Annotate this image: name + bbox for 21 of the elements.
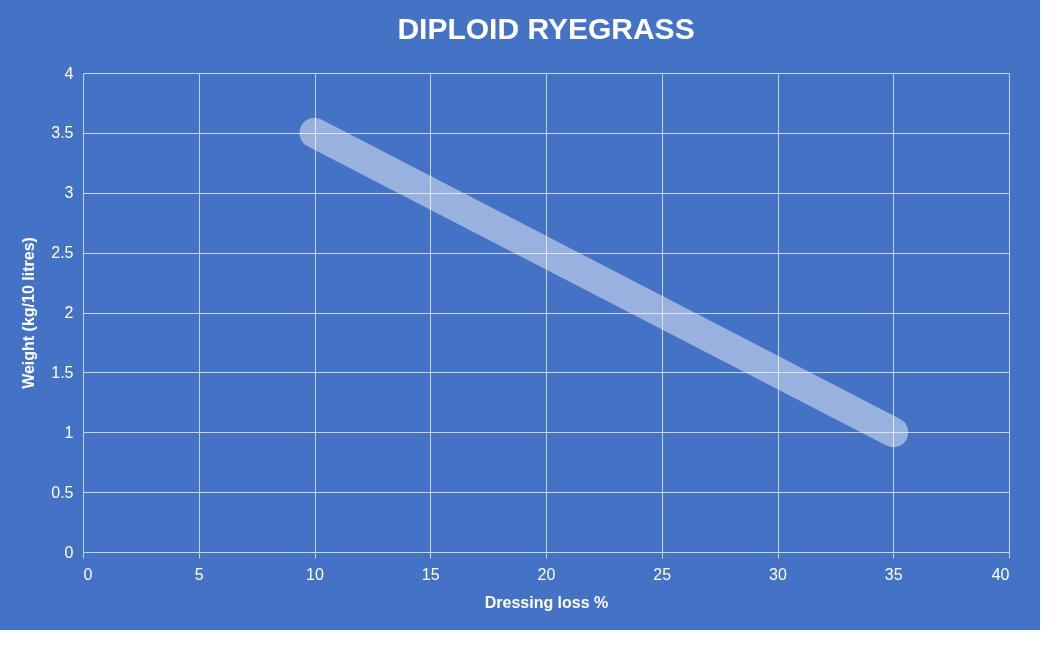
x-tick-label: 15 xyxy=(421,565,440,583)
x-tick-label: 5 xyxy=(194,565,204,583)
y-tick-label: 1 xyxy=(64,423,74,441)
y-tick-label: 2.5 xyxy=(51,244,74,262)
x-tick-label: 35 xyxy=(884,565,903,583)
y-tick-label: 2 xyxy=(64,304,74,321)
y-tick-label: 1.5 xyxy=(51,363,74,381)
x-tick-label: 25 xyxy=(653,565,672,583)
x-tick-label: 0 xyxy=(83,565,93,583)
x-tick-label: 30 xyxy=(769,565,787,583)
x-axis-title: Dressing loss % xyxy=(484,593,609,611)
chart-title: DIPLOID RYEGRASS xyxy=(397,12,695,45)
y-tick-label: 0 xyxy=(64,543,74,561)
y-tick-label: 0.5 xyxy=(51,483,74,501)
x-tick-label: 20 xyxy=(537,565,556,583)
y-tick-label: 4 xyxy=(64,64,74,82)
y-tick-label: 3 xyxy=(64,184,74,202)
y-axis-title: Weight (kg/10 litres) xyxy=(20,237,38,389)
x-tick-label: 10 xyxy=(306,565,324,583)
y-tick-label: 3.5 xyxy=(51,124,74,142)
x-tick-label: 40 xyxy=(991,565,1010,583)
